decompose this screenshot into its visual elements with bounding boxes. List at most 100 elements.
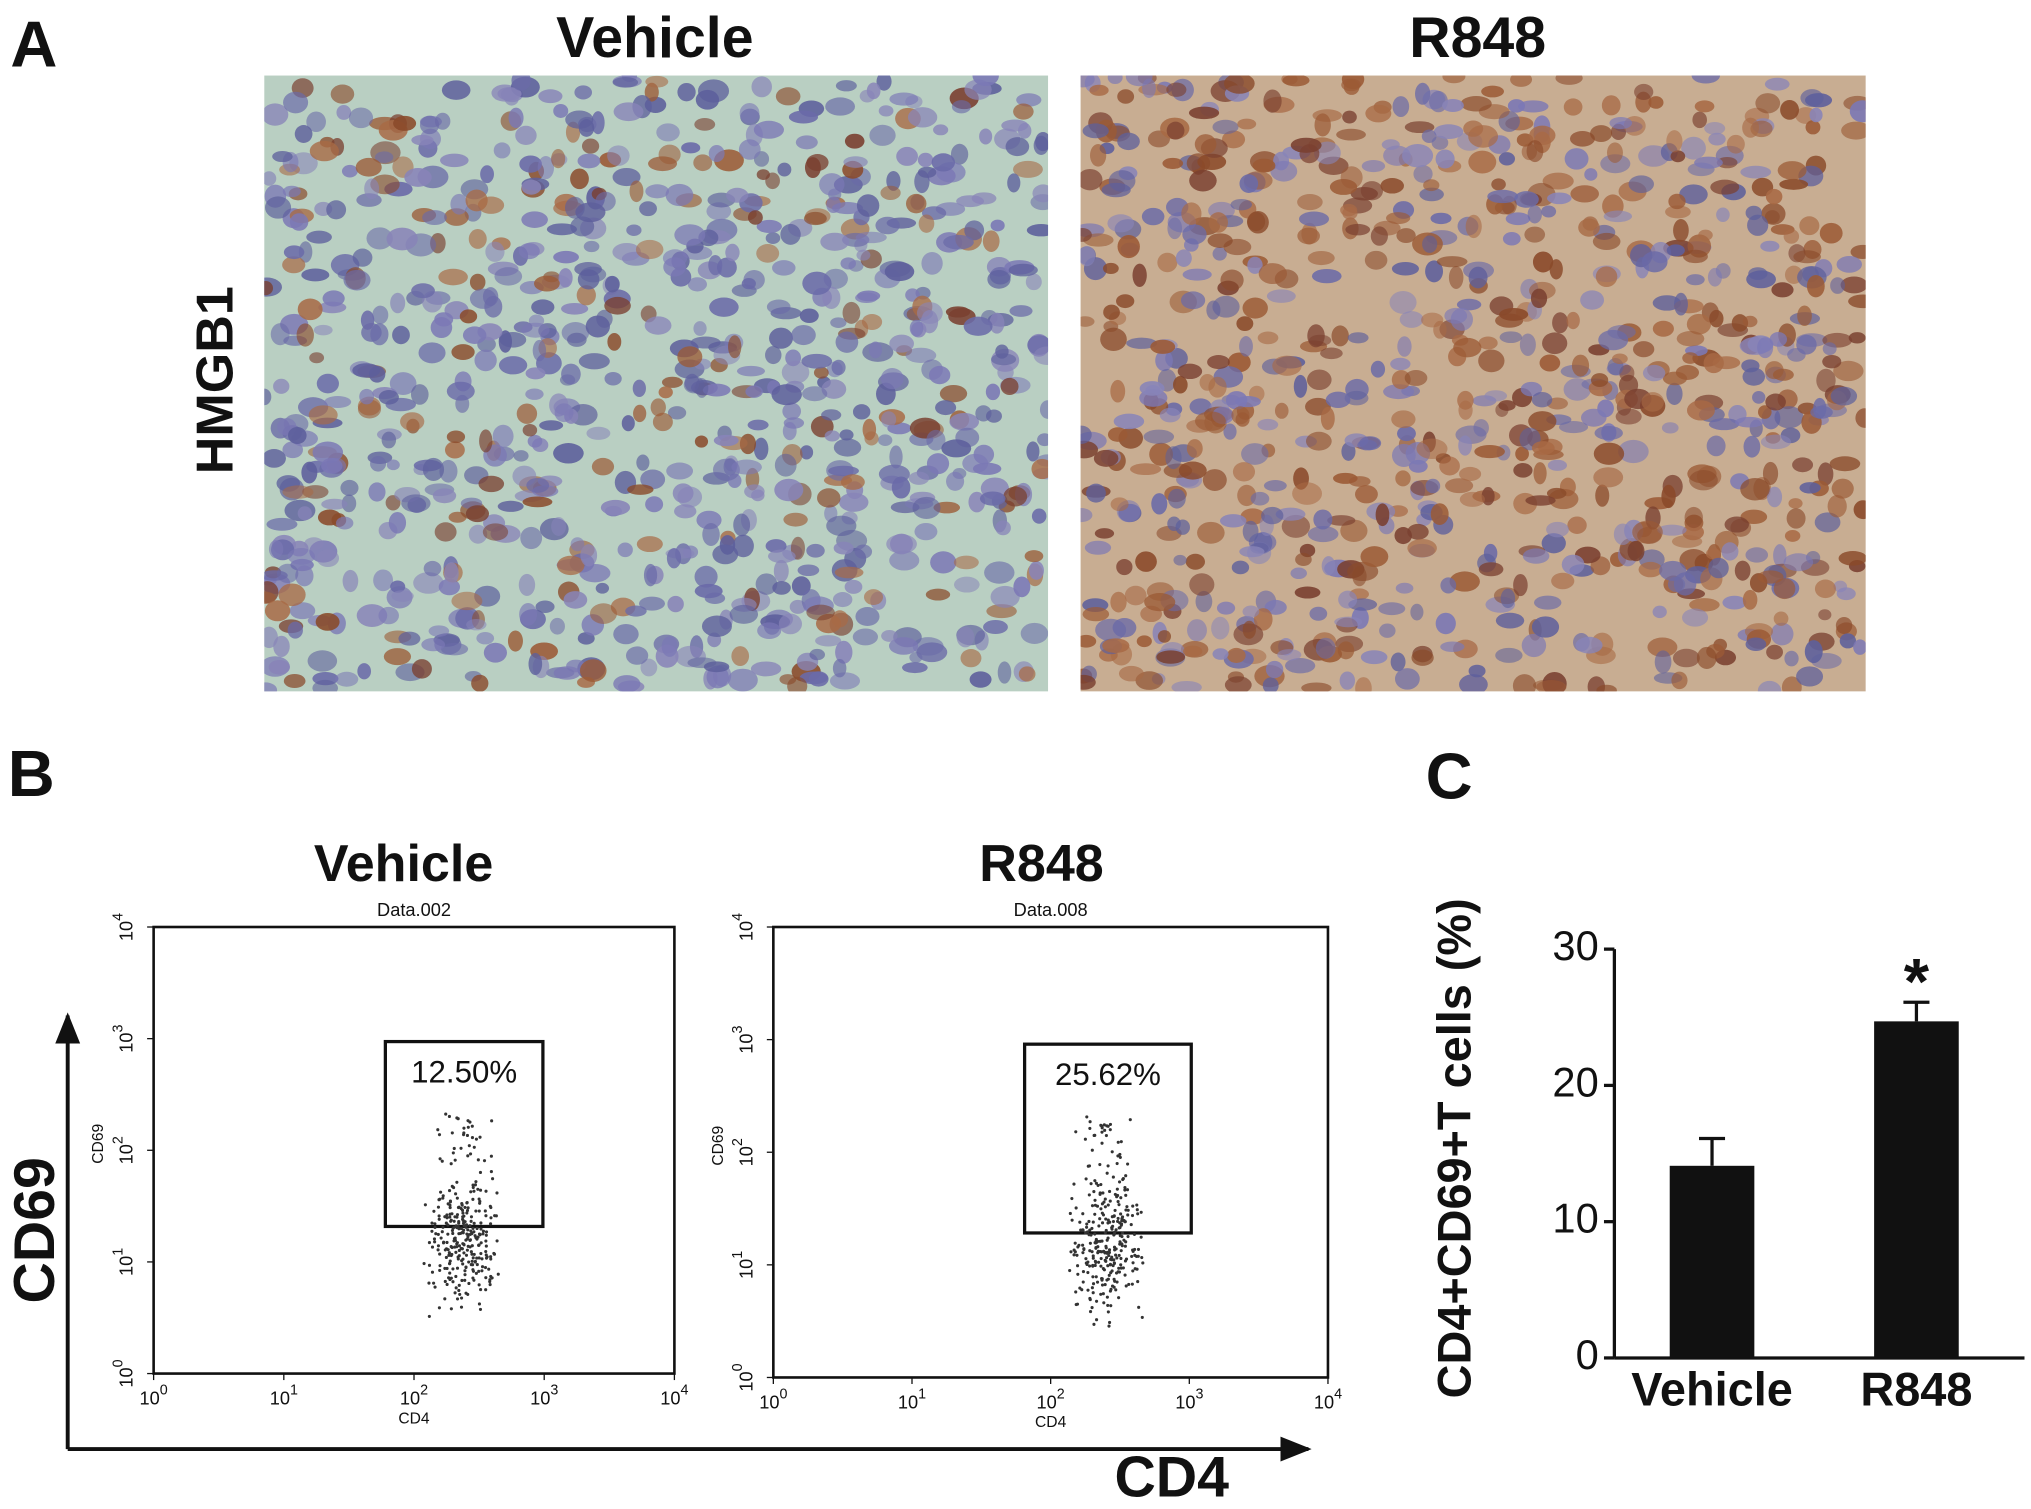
cell — [1628, 175, 1654, 194]
event-dot — [1103, 1250, 1107, 1254]
cell — [551, 149, 566, 169]
cell — [1704, 122, 1726, 135]
event-dot — [478, 1135, 482, 1139]
cell — [1294, 586, 1321, 599]
event-dot — [455, 1196, 459, 1200]
cell — [713, 434, 739, 447]
cell — [1615, 408, 1642, 425]
cell — [1855, 408, 1866, 428]
cell — [612, 242, 641, 261]
tick-exponent: 2 — [730, 1138, 746, 1146]
event-dot — [441, 1241, 446, 1245]
event-dot — [457, 1283, 461, 1287]
event-dot — [1128, 1118, 1132, 1122]
event-dot — [1068, 1211, 1072, 1216]
cell — [1216, 601, 1236, 615]
event-dot — [1134, 1254, 1139, 1258]
cell — [1182, 268, 1212, 281]
cell — [1156, 650, 1186, 664]
event-dot — [1106, 1277, 1110, 1281]
cell — [434, 522, 457, 542]
cell — [1627, 540, 1645, 562]
event-dot — [445, 1282, 449, 1287]
cell — [1177, 363, 1203, 380]
event-dot — [1107, 1324, 1111, 1328]
cell — [795, 135, 818, 150]
event-dot — [1106, 1218, 1110, 1222]
cell — [1208, 212, 1228, 233]
cell — [821, 409, 842, 421]
event-dot — [455, 1180, 459, 1184]
cell — [264, 682, 278, 692]
cell — [1606, 142, 1623, 163]
cell — [1082, 606, 1110, 622]
cell — [1135, 551, 1157, 572]
cell — [1764, 210, 1780, 224]
tick-base: 10 — [759, 1392, 779, 1412]
cell — [677, 346, 703, 368]
cell — [905, 193, 927, 214]
cell — [1539, 354, 1561, 372]
event-dot — [1119, 1196, 1123, 1200]
cell — [951, 100, 971, 114]
tick-exponent: 0 — [730, 1363, 746, 1371]
event-dot — [1085, 1230, 1090, 1234]
cell — [645, 496, 664, 513]
cell — [1416, 438, 1448, 459]
cell — [725, 243, 740, 262]
event-dot — [1103, 1128, 1107, 1132]
cell — [1185, 553, 1206, 570]
cell — [1336, 128, 1366, 141]
cell — [1546, 521, 1569, 538]
event-dot — [469, 1229, 473, 1233]
cell — [731, 459, 762, 475]
cell — [953, 555, 979, 570]
column-title: R848 — [1409, 6, 1546, 70]
cell — [881, 411, 897, 428]
cell — [1226, 647, 1246, 663]
cell — [301, 268, 330, 282]
cell — [446, 430, 466, 444]
cell — [656, 123, 680, 142]
cell — [854, 544, 873, 559]
cell — [1008, 263, 1038, 277]
event-dot — [475, 1256, 479, 1260]
event-dot — [437, 1214, 441, 1218]
event-dot — [476, 1158, 480, 1162]
cell — [626, 224, 642, 236]
event-dot — [1109, 1271, 1113, 1275]
cell — [264, 388, 272, 406]
cell — [1773, 544, 1787, 567]
cell — [1202, 469, 1227, 491]
x-axis-label: CD4 — [1035, 1414, 1067, 1431]
cell — [1561, 554, 1585, 575]
event-dot — [1095, 1280, 1100, 1284]
cell — [335, 516, 354, 530]
event-dot — [450, 1131, 454, 1135]
event-dot — [461, 1215, 465, 1219]
cell — [1783, 553, 1814, 572]
event-dot — [459, 1305, 464, 1309]
cell — [1194, 411, 1226, 431]
panel-label: C — [1426, 739, 1473, 812]
cell — [411, 134, 434, 146]
cell — [1230, 198, 1252, 211]
cell — [1765, 393, 1786, 411]
cell — [1499, 307, 1529, 321]
cell — [1423, 179, 1440, 192]
tick-base: 10 — [1037, 1392, 1057, 1412]
event-dot — [477, 1283, 481, 1287]
event-dot — [1091, 1256, 1095, 1260]
cell — [1389, 290, 1417, 314]
cell — [889, 92, 919, 106]
cell — [645, 75, 669, 88]
event-dot — [1116, 1154, 1120, 1158]
cell — [1257, 331, 1279, 345]
cell — [1219, 514, 1247, 528]
event-dot — [438, 1264, 442, 1268]
cell — [1020, 622, 1049, 644]
cell — [1242, 605, 1260, 618]
event-dot — [1105, 1238, 1109, 1242]
cell — [1848, 332, 1866, 344]
cell — [863, 589, 884, 606]
